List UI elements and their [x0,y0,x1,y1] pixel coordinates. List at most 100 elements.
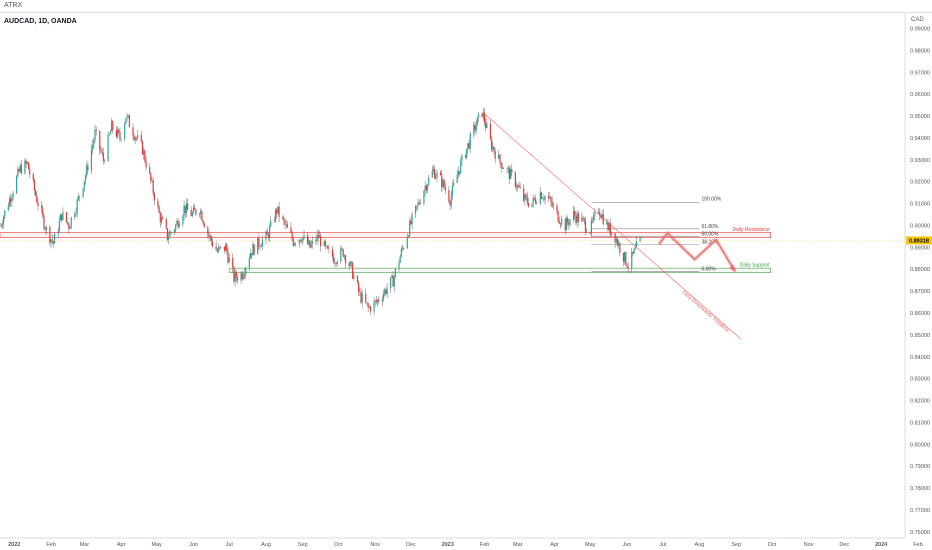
candle-body [201,211,203,221]
candle-body [327,246,329,249]
candle-body [359,291,361,293]
candle-body [501,167,503,169]
candle-body [219,247,221,249]
x-tick-label: Feb [46,542,55,548]
candle-body [266,231,268,235]
candle-body [411,214,413,224]
candle-body [78,196,81,198]
candle-body [469,133,471,149]
candle-body [112,121,114,131]
candle-body [561,218,563,225]
candle-body [577,213,579,222]
candle-body [2,216,5,225]
candle-body [107,134,109,162]
candle-body [32,174,34,181]
candle-body [543,198,545,200]
candle-body [606,221,608,225]
candle-body [597,211,600,213]
candle-body [552,205,554,207]
candle-body [574,210,576,216]
candle-body [245,267,247,274]
candle-body [282,216,284,218]
top-toolbar: ATRX [0,0,932,13]
candle-body [448,190,450,202]
candle-body [483,112,486,123]
candle-body [1,224,3,226]
candle-body [153,193,155,201]
candle-body [489,123,492,140]
candle-body [443,179,445,188]
candle-body [442,179,444,187]
candle-body [333,256,335,263]
y-tick-label: 0.98000 [910,48,930,54]
candle-body [141,140,144,155]
candle-body [325,245,328,247]
candle-body [234,272,236,282]
candle-body [590,220,592,234]
candle-body [7,205,9,211]
candle-body [207,227,209,235]
x-tick-label: Aug [261,542,271,548]
candle-body [511,169,513,173]
candle-body [290,227,292,233]
candle-body [173,229,176,233]
x-tick-label: Aug [695,542,705,548]
y-tick-label: 0.97000 [910,70,930,76]
candle-body [49,226,51,243]
candle-body [401,248,404,249]
x-tick-label: Jun [623,542,632,548]
candle-body [242,275,245,279]
fib-level-label: 38.20% [701,240,719,246]
candle-body [4,210,6,217]
candle-body [83,181,85,189]
candle-body [625,252,627,265]
candle-body [26,162,28,164]
candle-body [116,129,119,137]
y-tick-label: 0.87000 [910,289,930,295]
candle-body [109,131,112,135]
candle-body [286,224,288,228]
candle-body [248,258,250,268]
candle-body [583,218,585,221]
candle-body [435,177,437,179]
candle-body [323,241,325,247]
candle-body [143,150,145,155]
candle-body [403,248,405,249]
candle-body [391,275,393,278]
candle-body [261,239,264,247]
candle-body [367,303,369,308]
candle-body [572,210,575,220]
candle-body [118,129,120,133]
y-tick-label: 0.82000 [910,399,930,405]
candle-body [385,289,387,294]
y-tick-label: 0.79000 [910,464,930,470]
candle-body [467,143,469,149]
candle-body [599,212,601,216]
candle-body [302,237,304,242]
candle-body [342,249,344,257]
fib-level-label: 100.00% [701,197,721,203]
candle-body [33,180,36,191]
candle-body [58,220,60,232]
candle-body [251,253,253,256]
candle-body [527,202,530,207]
candle-body [0,225,2,227]
candle-body [74,214,76,218]
candle-body [366,302,368,304]
candle-body [273,220,275,222]
candle-body [69,226,71,230]
candle-body [626,264,628,268]
candle-body [20,165,22,174]
candle-body [152,180,154,194]
candle-body [135,137,138,139]
candle-body [94,129,96,141]
candle-body [92,144,94,150]
candle-body [336,261,338,264]
candle-body [160,217,163,223]
candle-body [392,275,394,287]
candle-body [68,223,70,230]
x-tick-label: 2023 [442,542,454,548]
candle-body [315,240,317,242]
candle-body [232,257,234,268]
